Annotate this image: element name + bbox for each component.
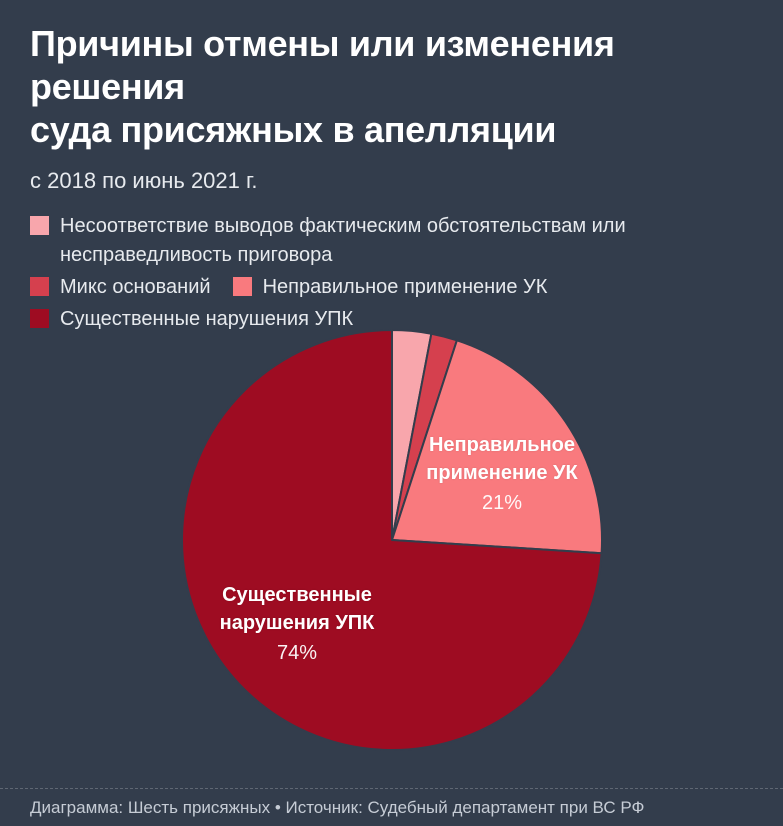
legend-item: Несоответствие выводов фактическим обсто… [30, 212, 753, 270]
legend: Несоответствие выводов фактическим обсто… [30, 212, 753, 334]
pie-chart [180, 329, 603, 751]
pie-chart-area: Неправильное применение УК 21% Существен… [0, 323, 783, 763]
legend-label: Микс оснований [60, 275, 211, 298]
chart-title: Причины отмены или изменения решения суд… [30, 23, 615, 151]
legend-label: Несоответствие выводов фактическим обсто… [60, 214, 626, 266]
pie-slice [390, 339, 603, 555]
pie-slice [180, 329, 603, 751]
legend-label: Существенные нарушения УПК [60, 307, 354, 330]
legend-swatch [30, 308, 49, 328]
chart-footer: Диаграмма: Шесть присяжных • Источник: С… [0, 787, 783, 818]
legend-item: Неправильное применение УК [232, 273, 548, 302]
legend-swatch [232, 276, 252, 296]
legend-swatch [30, 276, 49, 296]
legend-label: Неправильное применение УК [262, 275, 548, 298]
legend-swatch [30, 215, 49, 235]
legend-item: Существенные нарушения УПК [30, 305, 753, 334]
chart-subtitle: с 2018 по июнь 2021 г. [30, 167, 258, 193]
chart-header: Причины отмены или изменения решения суд… [0, 0, 783, 334]
legend-item: Микс оснований [30, 273, 211, 302]
